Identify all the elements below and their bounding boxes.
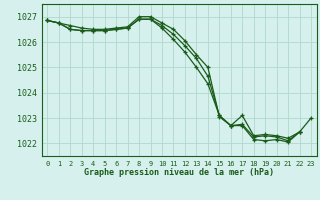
X-axis label: Graphe pression niveau de la mer (hPa): Graphe pression niveau de la mer (hPa) <box>84 168 274 177</box>
